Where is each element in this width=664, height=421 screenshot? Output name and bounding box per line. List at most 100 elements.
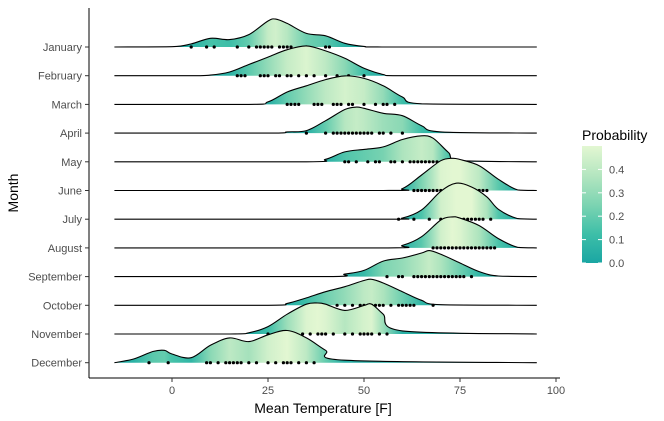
data-point xyxy=(281,45,285,49)
data-point xyxy=(243,74,247,78)
data-point xyxy=(408,160,412,164)
data-point xyxy=(454,246,458,250)
data-point xyxy=(366,332,370,336)
data-point xyxy=(458,275,462,279)
x-ticks: 0 25 50 75 100 xyxy=(169,378,565,397)
data-point xyxy=(381,102,385,106)
data-point xyxy=(304,131,308,135)
data-point xyxy=(289,74,293,78)
data-point xyxy=(212,45,216,49)
data-point xyxy=(385,102,389,106)
y-tick-label: November xyxy=(31,329,82,341)
data-point xyxy=(485,188,489,193)
data-point xyxy=(270,45,274,49)
data-point xyxy=(247,361,251,365)
data-point xyxy=(462,246,466,250)
data-point xyxy=(316,102,320,106)
data-point xyxy=(331,102,335,106)
ridge-fill xyxy=(114,18,537,47)
data-point xyxy=(350,131,355,135)
x-tick-label: 75 xyxy=(454,385,466,397)
data-point xyxy=(297,102,301,106)
data-point xyxy=(431,160,435,164)
y-tick-label: January xyxy=(43,42,83,54)
data-point xyxy=(435,188,439,193)
data-point xyxy=(377,303,381,307)
data-point xyxy=(381,303,385,307)
data-point xyxy=(397,303,401,307)
data-point xyxy=(216,361,220,365)
x-tick-label: 50 xyxy=(358,385,370,397)
data-point xyxy=(370,332,374,336)
ridge-outline xyxy=(114,106,537,134)
data-point xyxy=(466,246,470,250)
x-tick-label: 100 xyxy=(547,385,565,397)
data-point xyxy=(481,217,485,221)
data-point xyxy=(331,332,335,336)
data-point xyxy=(308,332,312,336)
data-point xyxy=(469,246,474,250)
data-point xyxy=(350,303,355,307)
data-point xyxy=(412,217,416,221)
data-point xyxy=(274,361,278,365)
data-point xyxy=(431,303,435,307)
data-point xyxy=(397,275,401,279)
data-point xyxy=(281,361,285,365)
ridge-fill xyxy=(114,250,537,277)
data-point xyxy=(339,102,343,106)
ridge-outline xyxy=(114,135,537,163)
ridge-fill xyxy=(114,135,537,162)
ridge-outline xyxy=(114,216,537,249)
ridge-august xyxy=(114,216,537,250)
legend-title: Probability xyxy=(582,127,647,143)
data-point xyxy=(335,303,339,307)
data-point xyxy=(420,160,424,164)
data-point xyxy=(354,131,358,135)
data-point xyxy=(285,102,289,106)
x-axis-title: Mean Temperature [F] xyxy=(254,400,391,416)
ridge-fill xyxy=(114,330,537,363)
data-point xyxy=(166,361,170,365)
data-point xyxy=(446,275,451,279)
data-point xyxy=(335,102,339,106)
ridge-september xyxy=(114,250,537,279)
data-point xyxy=(443,275,447,279)
data-point xyxy=(431,188,435,193)
data-point xyxy=(301,332,305,336)
data-point xyxy=(231,361,235,365)
data-point xyxy=(327,45,331,49)
data-point xyxy=(420,188,424,193)
data-point xyxy=(228,361,232,365)
y-tick-label: July xyxy=(62,214,82,226)
data-point xyxy=(312,361,316,365)
legend-colorbar xyxy=(582,146,602,263)
data-point xyxy=(439,275,443,279)
ridge-fill xyxy=(114,216,537,248)
data-point xyxy=(254,361,259,365)
data-point xyxy=(377,160,381,164)
ridge-outline xyxy=(114,329,537,364)
legend: Probability 0.0 0.1 0.2 0.3 0.4 xyxy=(582,127,647,270)
data-point xyxy=(343,332,347,336)
data-point xyxy=(423,188,427,193)
data-point xyxy=(370,131,374,135)
data-point xyxy=(293,102,297,106)
data-point xyxy=(362,102,366,106)
ridge-may xyxy=(114,135,537,164)
data-point xyxy=(400,160,404,164)
ridge-outline xyxy=(114,157,537,192)
data-point xyxy=(147,361,151,365)
data-point xyxy=(423,160,427,164)
data-point xyxy=(366,131,370,135)
data-point xyxy=(239,74,243,78)
data-point xyxy=(258,45,262,49)
data-point xyxy=(331,131,335,135)
data-point xyxy=(377,131,381,135)
data-point xyxy=(289,361,293,365)
data-point xyxy=(343,303,347,307)
data-point xyxy=(469,217,474,221)
ridge-fill xyxy=(114,183,537,220)
data-point xyxy=(373,160,378,164)
data-point xyxy=(320,102,324,106)
